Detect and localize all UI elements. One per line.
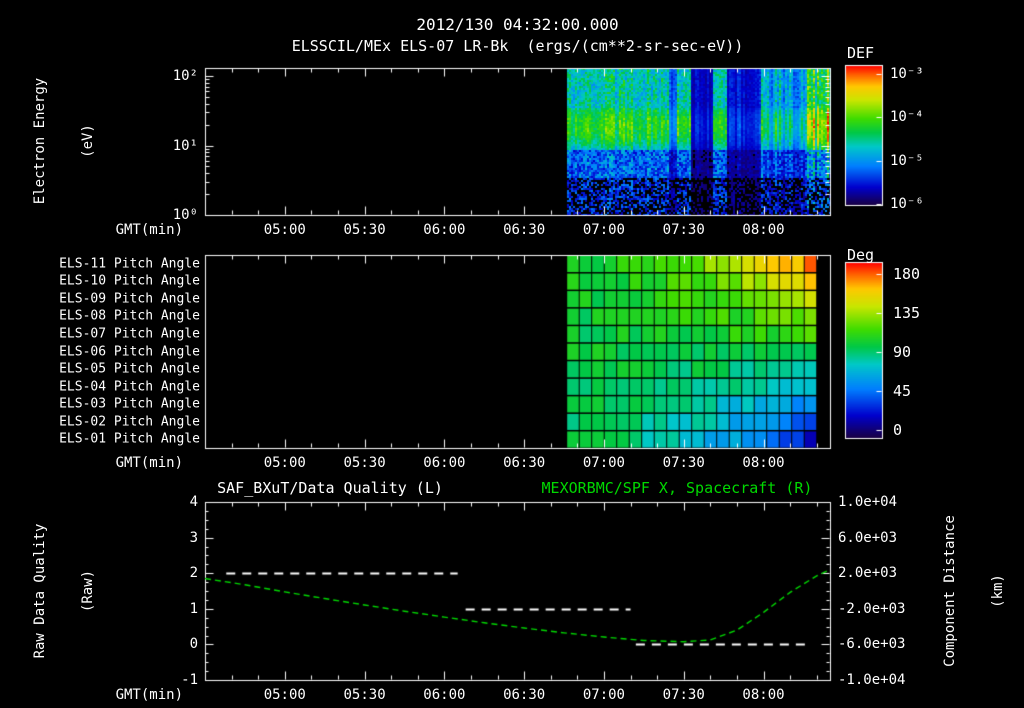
x-tick-label: 05:00 [263, 222, 306, 238]
x-axis-title: GMT(min) [115, 687, 183, 703]
x-tick-label: 06:00 [423, 222, 466, 238]
pitch-row-label: ELS-04 Pitch Angle [59, 379, 200, 395]
timeseries-left-title: SAF_BXuT/Data Quality (L) [217, 479, 443, 497]
y-tick-label-left: 2 [189, 565, 198, 582]
y-tick-label-left: 1 [189, 600, 198, 617]
y-tick-label-left: 0 [189, 636, 198, 653]
pitch-row-label: ELS-05 Pitch Angle [59, 361, 200, 377]
y-axis-title-line: Electron Energy [32, 77, 48, 205]
y-tick-label-left: -1 [181, 672, 198, 688]
x-tick-label: 06:30 [503, 687, 546, 703]
x-tick-label: 05:30 [343, 222, 386, 238]
page-title: 2012/130 04:32:00.000 [416, 15, 619, 34]
pitch-row-label: ELS-03 Pitch Angle [59, 396, 200, 412]
y-tick-label-right: -6.0e+03 [838, 636, 906, 653]
colorbar-deg-tick-label: 90 [893, 343, 912, 361]
y-tick-label-right: 1.0e+04 [838, 494, 898, 510]
x-tick-label: 05:00 [263, 687, 306, 703]
pitch-row-label: ELS-01 Pitch Angle [59, 431, 200, 447]
colorbar-def-tick-label: 10⁻⁴ [890, 109, 924, 125]
y-tick-label: 10² [172, 68, 198, 84]
colorbar-deg-tick-label: 135 [893, 304, 921, 322]
y-tick-label-right: -2.0e+03 [838, 600, 906, 617]
colorbar-deg-tick-label: 180 [893, 265, 921, 283]
x-tick-label: 06:00 [423, 687, 466, 703]
x-tick-label: 06:30 [503, 455, 546, 471]
pitch-row-label: ELS-06 Pitch Angle [59, 344, 200, 359]
pitch-row-label: ELS-10 Pitch Angle [59, 273, 200, 289]
x-tick-label: 07:00 [582, 222, 625, 238]
x-tick-label: 05:30 [343, 455, 386, 471]
y-tick-label-left: 4 [189, 494, 198, 510]
x-axis-title: GMT(min) [115, 455, 183, 471]
pitch-row-label: ELS-02 Pitch Angle [59, 414, 200, 430]
colorbar-def-title: DEF [847, 44, 875, 62]
pitch-row-label: ELS-11 Pitch Angle [59, 256, 200, 272]
x-tick-label: 07:00 [582, 455, 625, 471]
x-tick-label: 06:00 [423, 455, 466, 471]
colorbar-deg-tick-label: 0 [893, 421, 903, 439]
pitch-row-label: ELS-08 Pitch Angle [59, 308, 200, 324]
y-axis-title-raw-data-quality: Raw Data Quality (Raw) [0, 524, 128, 659]
x-tick-label: 07:00 [582, 687, 625, 703]
y-tick-label: 10¹ [172, 137, 198, 154]
colorbar-deg-title: Deg [847, 246, 875, 264]
y-tick-label-right: 2.0e+03 [838, 565, 898, 582]
x-axis-title: GMT(min) [115, 222, 183, 238]
x-tick-label: 08:00 [742, 222, 785, 238]
y-tick-label-left: 3 [189, 529, 198, 546]
y-axis-title-units: (Raw) [80, 569, 96, 613]
colorbar-deg-tick-label: 45 [893, 382, 912, 400]
y-axis-title-electron-energy: Electron Energy (eV) [0, 78, 128, 204]
pitch-row-label: ELS-07 Pitch Angle [59, 326, 200, 342]
colorbar-def-tick-label: 10⁻⁵ [890, 153, 924, 169]
x-tick-label: 06:30 [503, 222, 546, 238]
x-tick-label: 05:30 [343, 687, 386, 703]
y-axis-title-line: Raw Data Quality [32, 523, 48, 659]
colorbar-def-tick-label: 10⁻³ [890, 66, 924, 82]
spectrogram-title: ELSSCIL/MEx ELS-07 LR-Bk (ergs/(cm**2-sr… [291, 37, 744, 55]
timeseries-right-title: MEXORBMC/SPF X, Spacecraft (R) [541, 479, 813, 497]
y-axis-title-line: Component Distance [942, 515, 958, 667]
x-tick-label: 05:00 [263, 455, 306, 471]
y-tick-label: 10⁰ [172, 207, 198, 223]
x-tick-label: 07:30 [662, 687, 705, 703]
x-tick-label: 07:30 [662, 222, 705, 238]
y-tick-label-right: 6.0e+03 [838, 529, 898, 546]
x-tick-label: 08:00 [742, 687, 785, 703]
y-axis-title-units: (eV) [80, 124, 96, 158]
colorbar-def-tick-label: 10⁻⁶ [890, 196, 924, 212]
y-axis-title-units: (km) [990, 574, 1006, 608]
pitch-row-label: ELS-09 Pitch Angle [59, 291, 200, 307]
x-tick-label: 08:00 [742, 455, 785, 471]
x-tick-label: 07:30 [662, 455, 705, 471]
y-tick-label-right: -1.0e+04 [838, 672, 906, 688]
y-axis-title-component-distance: Component Distance (km) [910, 515, 1024, 667]
